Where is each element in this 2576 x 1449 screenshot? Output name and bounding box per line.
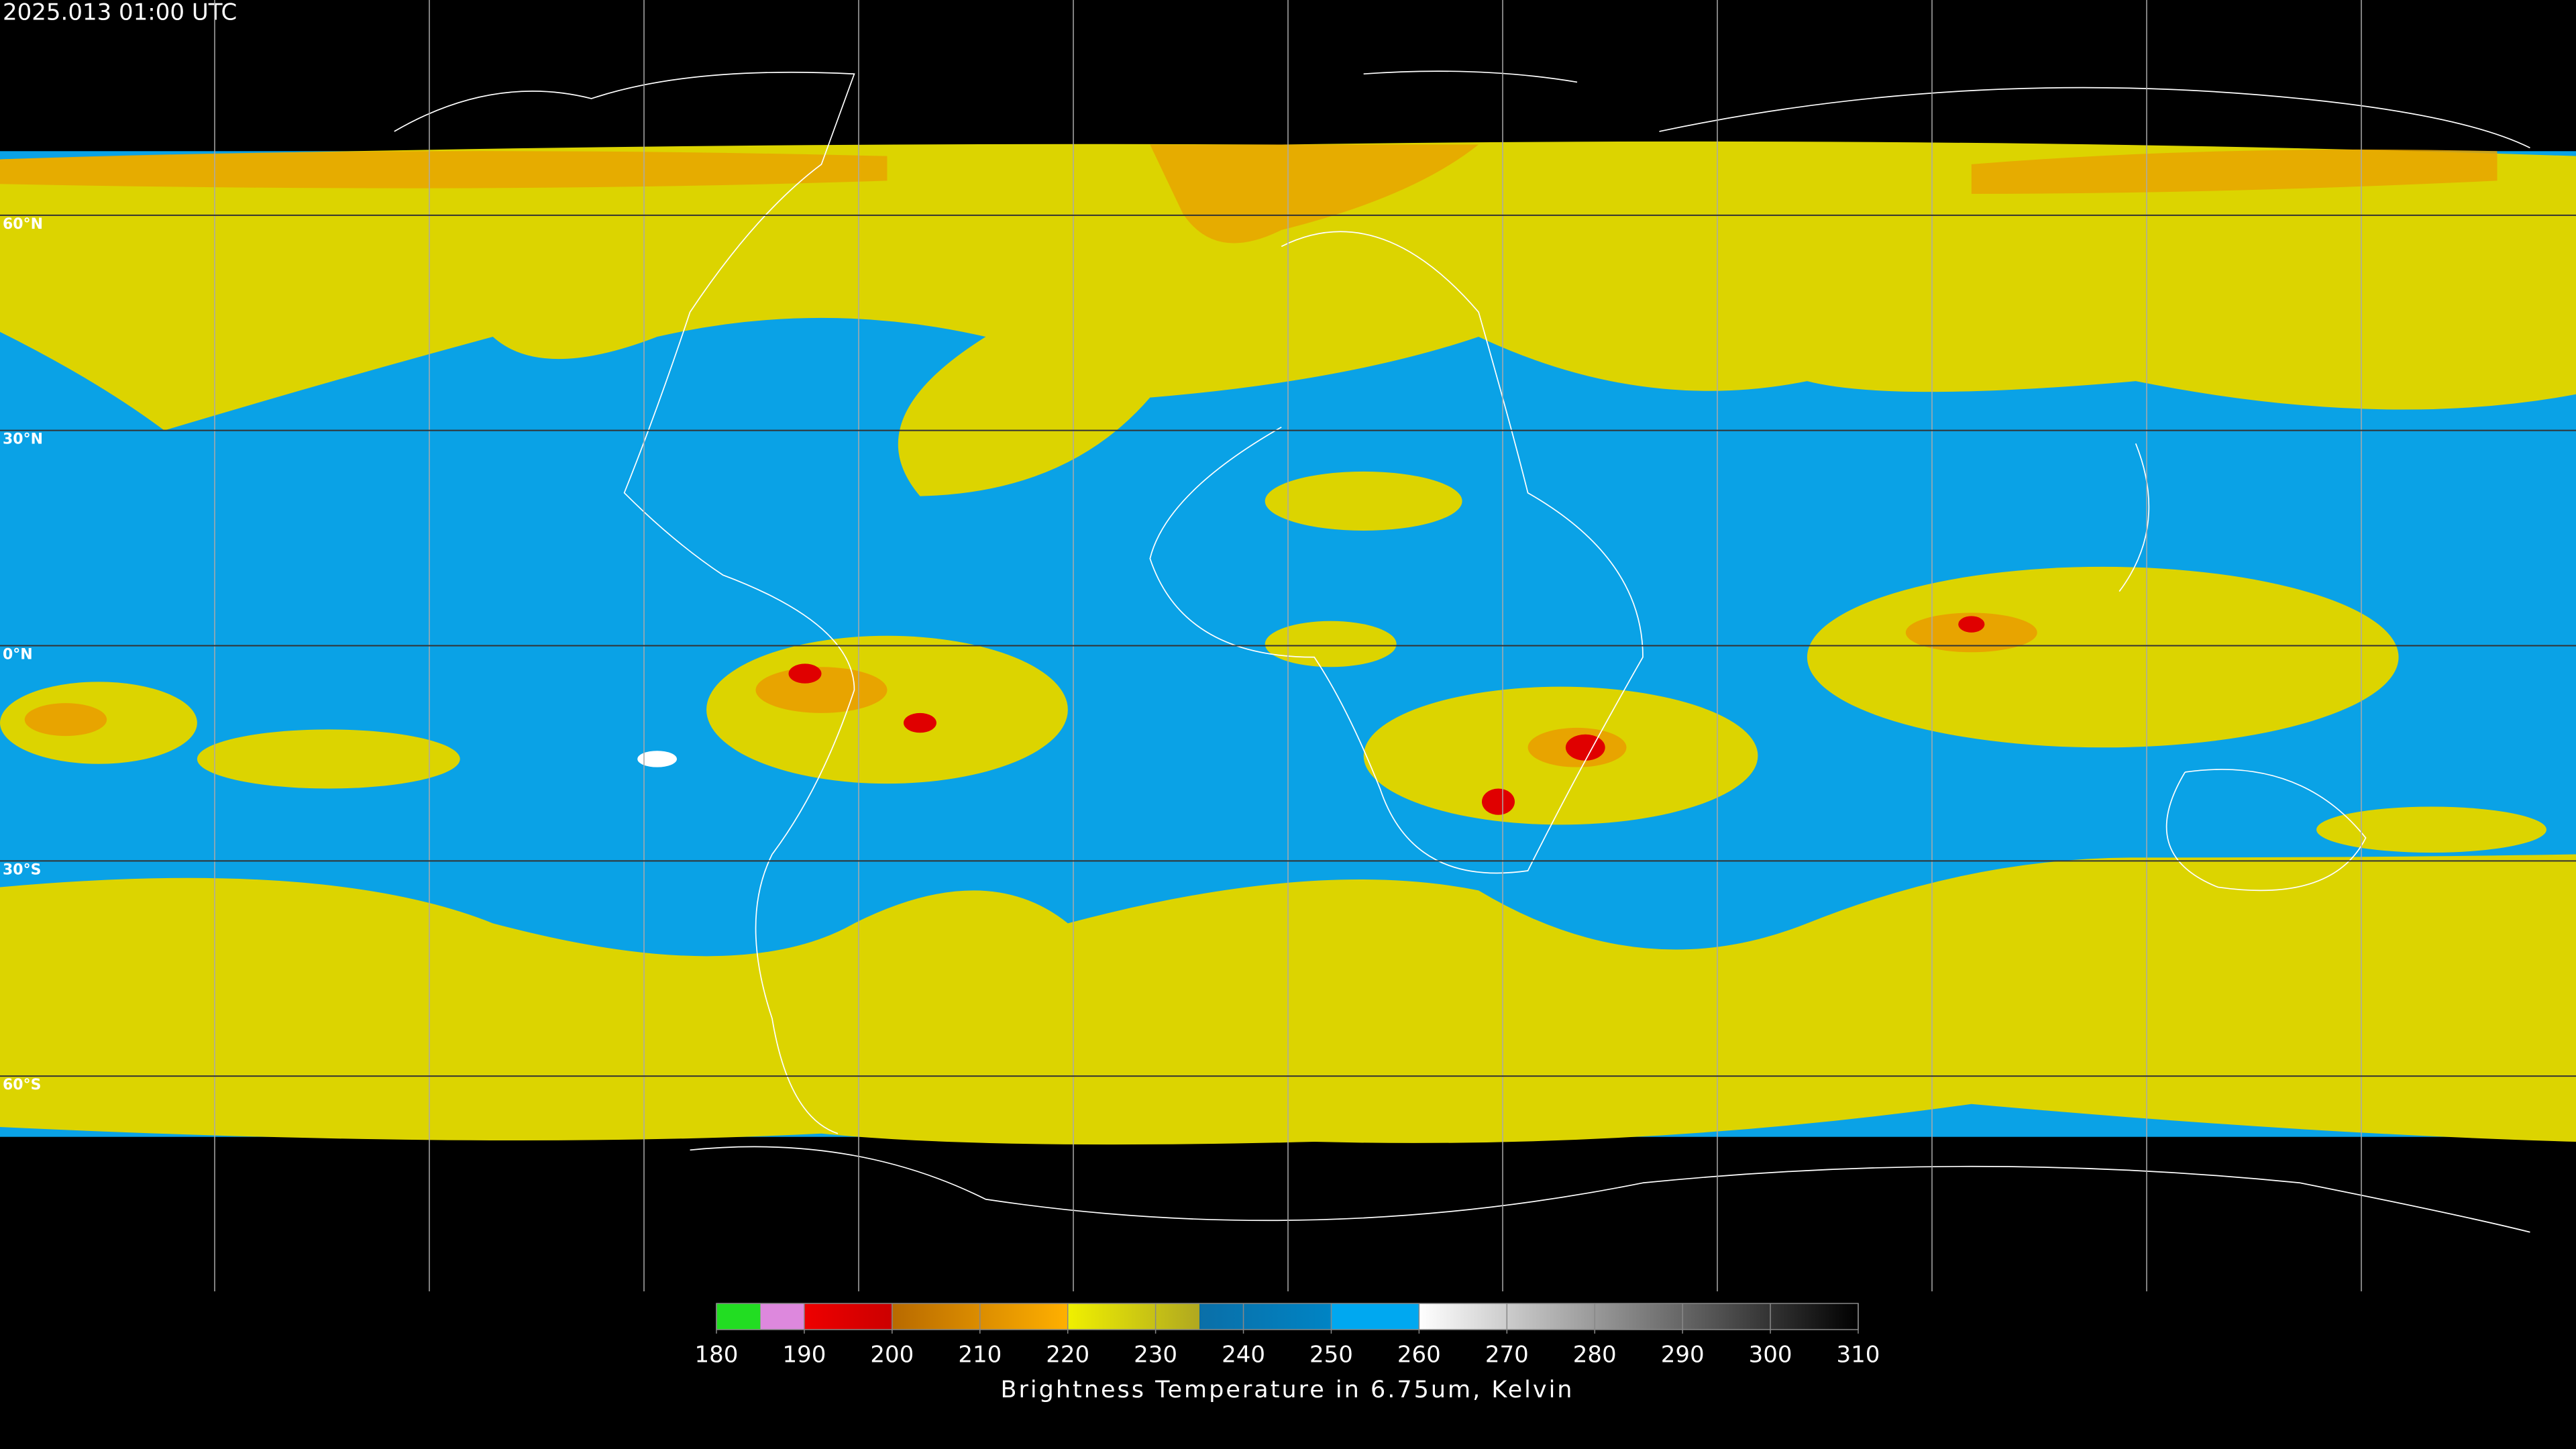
colorbar-tick-label: 300	[1749, 1342, 1792, 1368]
latitude-label: 60°S	[3, 1077, 41, 1093]
colorbar-segment	[1067, 1303, 1200, 1330]
colorbar-tick-label: 270	[1485, 1342, 1529, 1368]
latitude-label: 30°S	[3, 861, 41, 878]
coastlines	[394, 70, 2530, 1233]
colorbar-tick-label: 260	[1397, 1342, 1441, 1368]
graticule: 60°N 30°N 0°N 30°S 60°S	[0, 0, 2576, 1291]
colorbar-tick-label: 290	[1661, 1342, 1705, 1368]
tropical-clouds	[0, 471, 2546, 853]
colorbar-segment	[1419, 1303, 1858, 1330]
colorbar-tick-label: 240	[1222, 1342, 1265, 1368]
colorbar-tick-label: 180	[695, 1342, 739, 1368]
colorbar-tick-label: 220	[1046, 1342, 1089, 1368]
colorbar-segment	[1331, 1303, 1419, 1330]
timestamp: 2025.013 01:00 UTC	[3, 0, 237, 26]
latitude-label: 60°N	[3, 216, 43, 233]
colorbar-tick-label: 190	[782, 1342, 826, 1368]
colorbar-tick-label: 280	[1573, 1342, 1617, 1368]
colorbar-segment	[760, 1303, 804, 1330]
cloud-patch	[637, 751, 677, 767]
cold-tops	[788, 616, 1985, 815]
colorbar-tick-label: 310	[1837, 1342, 1880, 1368]
colorbar: 180 190 200 210 220 230 240 250 260 270 280 290 300 3…	[695, 1303, 1880, 1368]
latitude-label: 0°N	[3, 647, 33, 663]
north-warm	[0, 144, 2498, 244]
latitude-label: 30°N	[3, 431, 43, 448]
colorbar-title: Brightness Temperature in 6.75um, Kelvin	[1001, 1377, 1574, 1403]
colorbar-segment	[804, 1303, 892, 1330]
colorbar-tick-label: 200	[870, 1342, 914, 1368]
colorbar-tick-label: 250	[1309, 1342, 1353, 1368]
colorbar-segment	[716, 1303, 761, 1330]
colorbar-tick-label: 230	[1134, 1342, 1177, 1368]
colorbar-segment	[1199, 1303, 1332, 1330]
colorbar-tick-label: 210	[958, 1342, 1002, 1368]
